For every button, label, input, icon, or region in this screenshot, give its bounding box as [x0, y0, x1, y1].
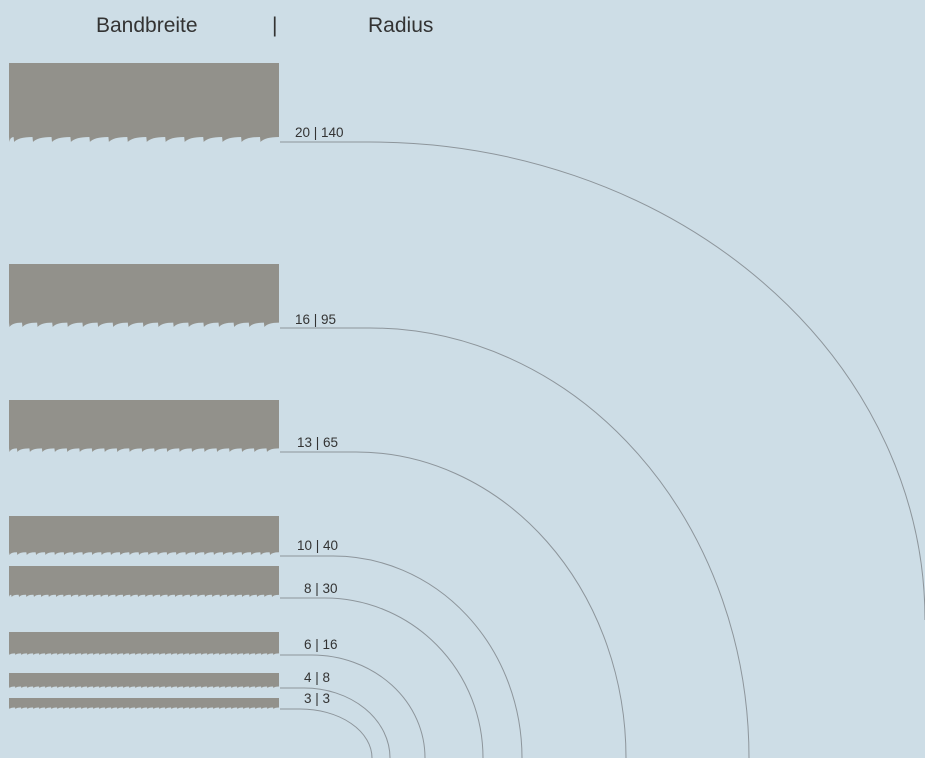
blade-body [9, 63, 279, 142]
blade-label: 4 | 8 [304, 670, 330, 685]
header-separator: | [272, 14, 278, 37]
blade-label: 8 | 30 [304, 581, 338, 596]
blade-body [9, 673, 279, 688]
header-radius: Radius [368, 14, 434, 37]
radius-line [280, 687, 391, 758]
blade-4: 4 | 8 [9, 670, 391, 758]
radius-line [280, 327, 750, 758]
radius-line [280, 141, 925, 621]
blade-body [9, 516, 279, 555]
header-bandwidth: Bandbreite [96, 14, 198, 37]
blade-16: 16 | 95 [9, 264, 750, 758]
blade-label: 16 | 95 [295, 312, 336, 327]
radius-line [280, 451, 627, 758]
blade-label: 20 | 140 [295, 125, 344, 140]
blade-label: 3 | 3 [304, 691, 330, 706]
blade-body [9, 566, 279, 597]
blade-6: 6 | 16 [9, 632, 426, 758]
blade-label: 13 | 65 [297, 435, 338, 450]
blade-label: 6 | 16 [304, 637, 338, 652]
radius-line [280, 654, 426, 758]
radius-line [280, 708, 373, 758]
blade-body [9, 632, 279, 655]
blade-label: 10 | 40 [297, 538, 338, 553]
blade-body [9, 264, 279, 327]
radius-line [280, 555, 523, 758]
blade-20: 20 | 140 [9, 63, 925, 621]
blade-8: 8 | 30 [9, 566, 484, 758]
blade-13: 13 | 65 [9, 400, 627, 758]
blade-body [9, 400, 279, 452]
radius-line [280, 597, 484, 758]
blade-10: 10 | 40 [9, 516, 523, 758]
blade-3: 3 | 3 [9, 691, 373, 758]
blade-body [9, 698, 279, 709]
